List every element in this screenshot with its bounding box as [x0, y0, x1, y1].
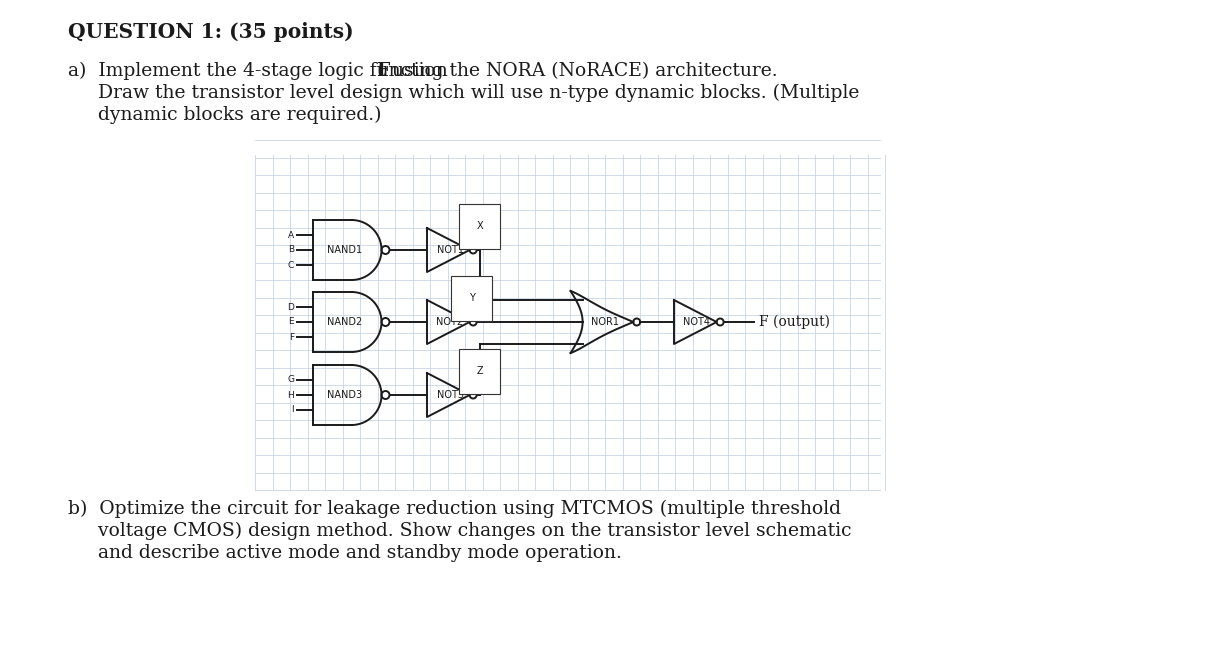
Text: NOT2: NOT2 — [436, 317, 464, 327]
Text: F (output): F (output) — [759, 315, 830, 330]
Text: C: C — [288, 260, 294, 270]
Text: NOT4: NOT4 — [684, 317, 710, 327]
Text: QUESTION 1: (35 points): QUESTION 1: (35 points) — [68, 22, 354, 42]
Text: Draw the transistor level design which will use n-type dynamic blocks. (Multiple: Draw the transistor level design which w… — [68, 84, 859, 102]
Text: NAND1: NAND1 — [327, 245, 362, 255]
Text: and describe active mode and standby mode operation.: and describe active mode and standby mod… — [68, 544, 622, 562]
Text: NOT3: NOT3 — [436, 390, 464, 400]
Text: G: G — [288, 376, 294, 384]
Text: F: F — [289, 333, 294, 341]
Text: voltage CMOS) design method. Show changes on the transistor level schematic: voltage CMOS) design method. Show change… — [68, 522, 852, 540]
Text: Z: Z — [476, 366, 483, 376]
Text: dynamic blocks are required.): dynamic blocks are required.) — [68, 106, 382, 125]
Text: X: X — [476, 221, 483, 231]
Text: H: H — [288, 391, 294, 399]
Text: B: B — [288, 246, 294, 254]
Text: D: D — [288, 302, 294, 312]
Text: A: A — [288, 231, 294, 239]
Text: I: I — [291, 405, 294, 415]
Text: Y: Y — [469, 293, 475, 303]
Text: NOR1: NOR1 — [591, 317, 618, 327]
Text: E: E — [289, 318, 294, 326]
Text: NOT1: NOT1 — [436, 245, 464, 255]
Text: F: F — [376, 62, 389, 80]
Text: NAND2: NAND2 — [327, 317, 362, 327]
Text: b)  Optimize the circuit for leakage reduction using MTCMOS (multiple threshold: b) Optimize the circuit for leakage redu… — [68, 500, 841, 518]
Text: NAND3: NAND3 — [327, 390, 362, 400]
Text: a)  Implement the 4-stage logic function: a) Implement the 4-stage logic function — [68, 62, 454, 80]
Text: using the NORA (NoRACE) architecture.: using the NORA (NoRACE) architecture. — [387, 62, 778, 80]
